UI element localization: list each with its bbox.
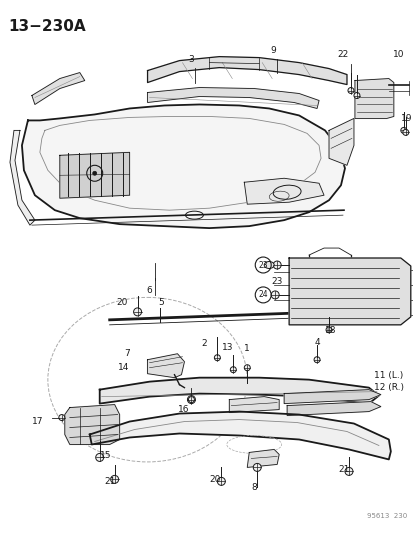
Text: 8: 8 [251, 483, 256, 492]
Text: 23: 23 [258, 261, 267, 270]
Polygon shape [354, 78, 393, 118]
Polygon shape [32, 72, 85, 104]
Text: 1: 1 [244, 344, 249, 353]
Circle shape [133, 308, 141, 316]
Text: 6: 6 [146, 286, 152, 295]
Text: 20: 20 [116, 298, 127, 307]
Text: 4: 4 [313, 338, 319, 347]
Text: 20: 20 [209, 475, 221, 484]
Circle shape [400, 127, 406, 133]
Text: 9: 9 [270, 46, 275, 54]
Polygon shape [147, 354, 184, 378]
Ellipse shape [263, 262, 273, 269]
Circle shape [273, 261, 280, 269]
Circle shape [214, 355, 220, 361]
Circle shape [325, 327, 331, 333]
Circle shape [188, 397, 194, 402]
Circle shape [187, 395, 195, 403]
Circle shape [347, 87, 353, 93]
Text: 95613  230: 95613 230 [366, 513, 406, 519]
Polygon shape [287, 401, 380, 416]
Text: 12 (R.): 12 (R.) [373, 383, 403, 392]
Circle shape [253, 463, 261, 471]
Polygon shape [147, 56, 346, 85]
Text: 21: 21 [337, 465, 349, 474]
Polygon shape [59, 152, 129, 198]
Text: 13: 13 [221, 343, 233, 352]
Text: 11 (L.): 11 (L.) [373, 371, 402, 380]
Polygon shape [247, 449, 278, 467]
Text: 21: 21 [104, 478, 115, 487]
Circle shape [402, 130, 408, 135]
Text: 3: 3 [188, 54, 194, 63]
Polygon shape [147, 87, 318, 109]
Text: 15: 15 [100, 451, 111, 461]
Circle shape [95, 454, 103, 462]
Circle shape [110, 475, 119, 483]
Text: 14: 14 [118, 363, 129, 372]
Circle shape [217, 478, 225, 486]
Text: 2: 2 [201, 339, 206, 348]
Text: 16: 16 [177, 405, 188, 414]
Circle shape [344, 467, 352, 475]
Text: 24: 24 [258, 290, 267, 300]
Polygon shape [328, 118, 353, 165]
Circle shape [230, 367, 236, 373]
Polygon shape [22, 104, 344, 228]
Text: 13−230A: 13−230A [8, 19, 85, 34]
Polygon shape [90, 411, 390, 459]
Circle shape [271, 291, 278, 299]
Circle shape [244, 365, 249, 370]
Circle shape [313, 357, 319, 363]
Polygon shape [244, 178, 323, 204]
Text: 10: 10 [392, 50, 404, 59]
Text: 18: 18 [325, 326, 336, 335]
Polygon shape [288, 258, 410, 325]
Text: 7: 7 [123, 349, 129, 358]
Polygon shape [65, 405, 119, 445]
Text: 17: 17 [32, 417, 44, 426]
Polygon shape [100, 378, 378, 403]
Polygon shape [10, 131, 35, 225]
Polygon shape [283, 390, 380, 403]
Circle shape [93, 171, 97, 175]
Circle shape [59, 415, 65, 421]
Circle shape [353, 93, 359, 99]
Text: 19: 19 [400, 114, 411, 123]
Text: 23: 23 [271, 277, 282, 286]
Text: 5: 5 [158, 298, 164, 307]
Text: 22: 22 [337, 50, 348, 59]
Polygon shape [229, 397, 278, 413]
